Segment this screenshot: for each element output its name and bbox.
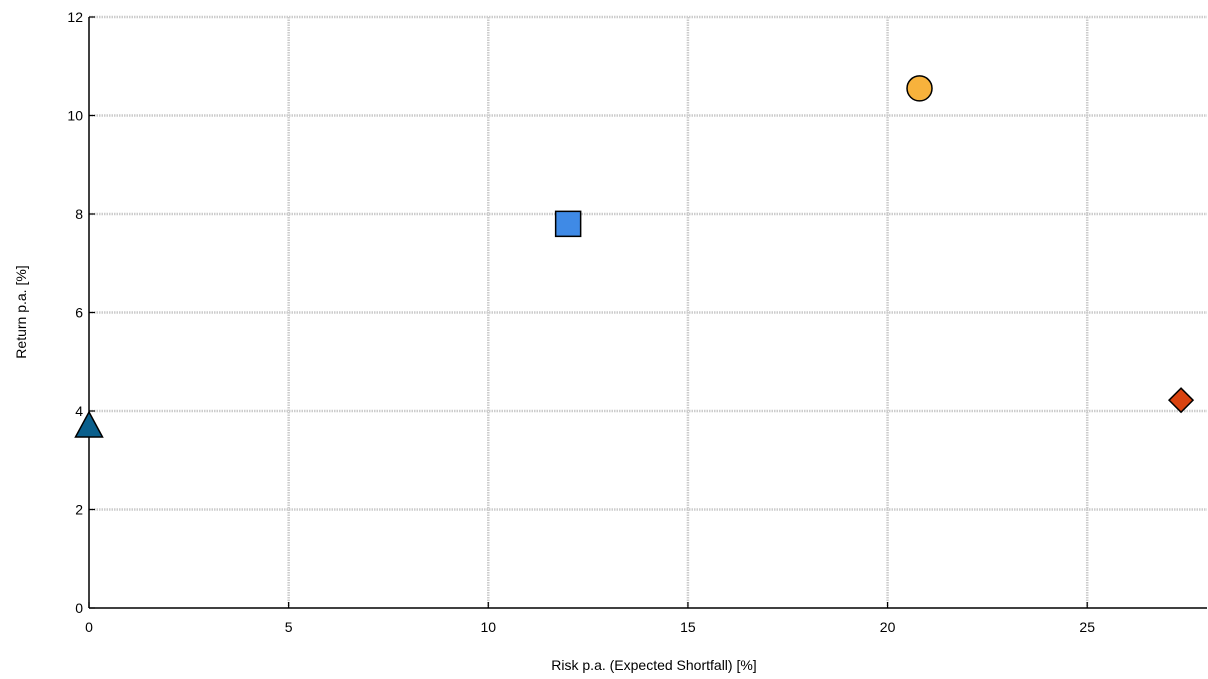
y-tick-label: 10 [67, 108, 83, 124]
data-point-circle [906, 75, 933, 102]
grid [89, 15, 1207, 608]
x-tick-label: 0 [85, 619, 93, 635]
x-tick-label: 10 [480, 619, 496, 635]
data-points [74, 75, 1195, 438]
tick-labels: 0 5 10 15 20 25 0 2 4 6 8 10 12 [67, 9, 1095, 635]
y-axis-label: Return p.a. [%] [13, 265, 29, 358]
axes [88, 16, 1207, 609]
x-tick-label: 25 [1079, 619, 1095, 635]
x-tick-label: 5 [285, 619, 293, 635]
x-axis-label: Risk p.a. (Expected Shortfall) [%] [551, 657, 756, 673]
y-tick-label: 0 [75, 600, 83, 616]
y-tick-label: 6 [75, 305, 83, 321]
data-point-triangle [74, 410, 104, 438]
y-tick-label: 2 [75, 502, 83, 518]
x-tick-label: 20 [880, 619, 896, 635]
y-tick-label: 4 [75, 403, 83, 419]
x-tick-label: 15 [680, 619, 696, 635]
y-tick-label: 12 [67, 9, 83, 25]
data-point-square [554, 210, 582, 238]
y-tick-label: 8 [75, 206, 83, 222]
data-point-diamond [1167, 387, 1195, 414]
